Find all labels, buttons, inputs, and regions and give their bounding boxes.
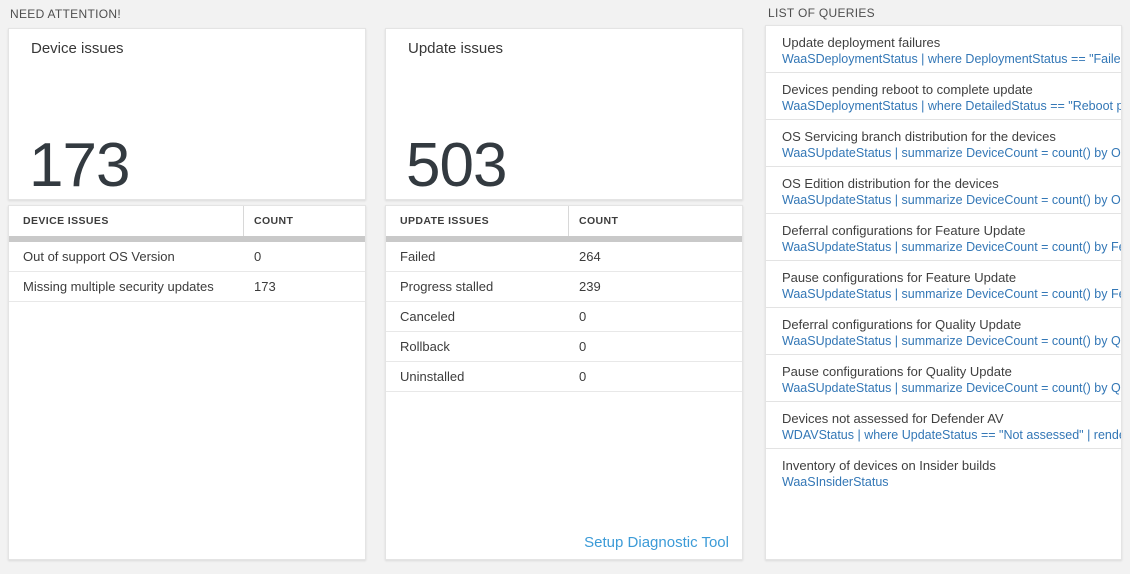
issue-label: Uninstalled [400, 369, 465, 384]
query-list-item[interactable]: Update deployment failures WaaSDeployment… [766, 26, 1121, 73]
query-list-card: Update deployment failures WaaSDeployment… [765, 25, 1122, 560]
update-table-col-issues: UPDATE ISSUES [386, 206, 569, 236]
query-title: Pause configurations for Feature Update [782, 270, 1017, 285]
device-issues-count: 173 [29, 131, 130, 200]
query-string: WaaSUpdateStatus | summarize DeviceCount… [782, 240, 1121, 254]
update-issues-title: Update issues [408, 40, 504, 57]
query-list-item[interactable]: Devices not assessed for Defender AV WDAV… [766, 402, 1121, 449]
query-title: Pause configurations for Quality Update [782, 364, 1012, 379]
query-title: Deferral configurations for Feature Upda… [782, 223, 1026, 238]
table-splitter-bar [9, 236, 365, 242]
query-title: Deferral configurations for Quality Upda… [782, 317, 1022, 332]
need-attention-section-header: NEED ATTENTION! [10, 7, 121, 21]
table-row[interactable]: Failed 264 [386, 242, 742, 272]
list-of-queries-section-header: LIST OF QUERIES [768, 6, 875, 20]
query-list-item[interactable]: Devices pending reboot to complete updat… [766, 73, 1121, 120]
query-list-item[interactable]: Inventory of devices on Insider builds Wa… [766, 449, 1121, 496]
query-list-item[interactable]: Pause configurations for Quality Update W… [766, 355, 1121, 402]
query-title: OS Servicing branch distribution for the… [782, 129, 1056, 144]
issue-label: Out of support OS Version [23, 249, 175, 264]
query-string: WaaSDeploymentStatus | where DetailedSta… [782, 99, 1121, 113]
issue-label: Canceled [400, 309, 455, 324]
issue-count: 264 [579, 249, 601, 264]
device-table-header: DEVICE ISSUES COUNT [9, 206, 365, 236]
query-title: OS Edition distribution for the devices [782, 176, 999, 191]
query-title: Devices pending reboot to complete updat… [782, 82, 1033, 97]
issue-count: 239 [579, 279, 601, 294]
issue-count: 0 [579, 369, 587, 384]
query-list-item[interactable]: Deferral configurations for Feature Upda… [766, 214, 1121, 261]
table-row[interactable]: Missing multiple security updates 173 [9, 272, 365, 302]
query-string: WaaSDeploymentStatus | where DeploymentS… [782, 52, 1121, 66]
issue-count: 173 [254, 279, 276, 294]
update-table-header: UPDATE ISSUES COUNT [386, 206, 742, 236]
update-issues-table: UPDATE ISSUES COUNT Failed 264 Progress st… [385, 205, 743, 560]
issue-label: Rollback [400, 339, 450, 354]
table-row[interactable]: Canceled 0 [386, 302, 742, 332]
query-list-item[interactable]: OS Servicing branch distribution for the… [766, 120, 1121, 167]
query-string: WaaSUpdateStatus | summarize DeviceCount… [782, 381, 1121, 395]
device-issues-tile[interactable]: Device issues 173 [8, 28, 366, 200]
table-row[interactable]: Progress stalled 239 [386, 272, 742, 302]
query-list-item[interactable]: Deferral configurations for Quality Upda… [766, 308, 1121, 355]
update-table-col-count: COUNT [579, 215, 619, 227]
issue-count: 0 [579, 309, 587, 324]
query-string: WaaSInsiderStatus [782, 475, 889, 489]
query-title: Update deployment failures [782, 35, 941, 50]
device-issues-title: Device issues [31, 40, 124, 57]
device-issues-table: DEVICE ISSUES COUNT Out of support OS Ve… [8, 205, 366, 560]
update-issues-count: 503 [406, 131, 507, 200]
issue-label: Failed [400, 249, 436, 264]
query-string: WaaSUpdateStatus | summarize DeviceCount… [782, 146, 1121, 160]
table-row[interactable]: Out of support OS Version 0 [9, 242, 365, 272]
query-string: WDAVStatus | where UpdateStatus == "Not … [782, 428, 1121, 442]
update-table-body: Failed 264 Progress stalled 239 Canceled 0 Rol… [386, 242, 742, 392]
issue-label: Progress stalled [400, 279, 494, 294]
query-list-item[interactable]: OS Edition distribution for the devices W… [766, 167, 1121, 214]
query-title: Devices not assessed for Defender AV [782, 411, 1004, 426]
table-row[interactable]: Uninstalled 0 [386, 362, 742, 392]
update-issues-tile[interactable]: Update issues 503 [385, 28, 743, 200]
setup-diagnostic-tool-link[interactable]: Setup Diagnostic Tool [584, 534, 729, 551]
issue-label: Missing multiple security updates [23, 279, 214, 294]
issue-count: 0 [254, 249, 262, 264]
query-list-item[interactable]: Pause configurations for Feature Update W… [766, 261, 1121, 308]
device-table-body: Out of support OS Version 0 Missing multip… [9, 242, 365, 302]
query-string: WaaSUpdateStatus | summarize DeviceCount… [782, 287, 1121, 301]
table-splitter-bar [386, 236, 742, 242]
issue-count: 0 [579, 339, 587, 354]
table-row[interactable]: Rollback 0 [386, 332, 742, 362]
device-table-col-issues: DEVICE ISSUES [9, 206, 244, 236]
query-string: WaaSUpdateStatus | summarize DeviceCount… [782, 334, 1121, 348]
query-title: Inventory of devices on Insider builds [782, 458, 996, 473]
query-string: WaaSUpdateStatus | summarize DeviceCount… [782, 193, 1121, 207]
device-table-col-count: COUNT [254, 215, 294, 227]
